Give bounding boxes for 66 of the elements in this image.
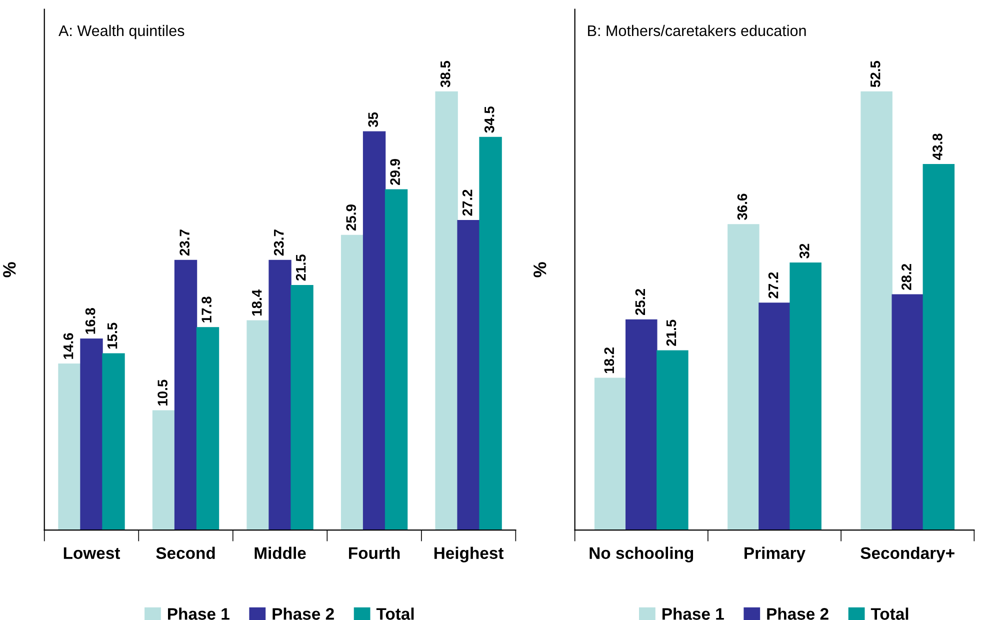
bar <box>290 284 314 530</box>
legend-label: Total <box>870 608 908 620</box>
bar <box>728 224 760 530</box>
data-label: 16.8 <box>85 308 96 334</box>
data-label: 21.5 <box>296 254 306 281</box>
x-tick-label: Secondary+ <box>860 546 954 562</box>
data-label: 23.7 <box>274 230 284 256</box>
x-tick-label: Primary <box>744 546 806 562</box>
data-label: 32 <box>799 244 810 258</box>
bar <box>435 91 458 530</box>
bar <box>479 136 502 530</box>
data-label: 38.5 <box>440 60 450 88</box>
data-label: 27.2 <box>462 190 472 216</box>
data-label: 27.2 <box>768 272 778 298</box>
x-tick-label: No schooling <box>590 546 694 562</box>
data-label: 43.8 <box>932 134 942 160</box>
y-axis-title: % <box>534 262 546 278</box>
bar <box>340 234 364 530</box>
bar <box>594 378 626 530</box>
chart-title: A: Wealth quintiles <box>58 24 184 40</box>
data-label: 34.5 <box>484 106 494 133</box>
legend-label: Phase 2 <box>272 608 334 620</box>
data-label: 10.5 <box>158 380 168 406</box>
x-tick-label: Second <box>156 546 215 560</box>
data-label: 28.2 <box>902 264 912 290</box>
data-label: 18.2 <box>604 347 614 374</box>
data-label: 35 <box>368 112 378 128</box>
bar <box>384 189 408 530</box>
bar <box>790 262 822 530</box>
data-label: 15.5 <box>108 322 118 349</box>
data-label: 25.2 <box>635 289 646 316</box>
data-label: 23.7 <box>180 230 190 256</box>
bar <box>860 91 892 530</box>
data-label: 18.4 <box>252 289 262 316</box>
bar <box>102 353 125 530</box>
bar <box>58 364 81 530</box>
bar <box>362 131 386 530</box>
x-tick-label: Heighest <box>434 546 504 562</box>
chart-title: B: Mothers/caretakers education <box>588 24 806 36</box>
bar <box>152 410 176 530</box>
bar <box>80 338 103 530</box>
bar <box>457 220 480 530</box>
bar <box>656 350 688 530</box>
data-label: 21.5 <box>666 320 676 346</box>
bar <box>174 260 198 530</box>
data-label: 36.6 <box>737 194 748 220</box>
legend-label: Total <box>376 608 414 620</box>
bar <box>626 319 658 530</box>
legend-label: Phase 1 <box>662 608 724 620</box>
data-label: 17.8 <box>202 296 212 322</box>
bar <box>196 327 220 530</box>
y-axis-title: % <box>3 262 16 278</box>
data-label: 29.9 <box>390 158 400 185</box>
data-label: 14.6 <box>63 333 74 359</box>
legend-label: Phase 2 <box>767 608 828 620</box>
data-label: 52.5 <box>870 60 880 88</box>
bar <box>246 320 270 530</box>
legend-label: Phase 1 <box>168 608 230 620</box>
x-tick-label: Fourth <box>349 546 400 560</box>
data-label: 25.9 <box>346 204 356 231</box>
x-tick-label: Lowest <box>64 547 120 560</box>
bar <box>892 294 924 530</box>
x-tick-label: Middle <box>254 546 306 560</box>
bar <box>922 164 955 530</box>
bar <box>268 260 292 530</box>
bar <box>758 302 790 530</box>
